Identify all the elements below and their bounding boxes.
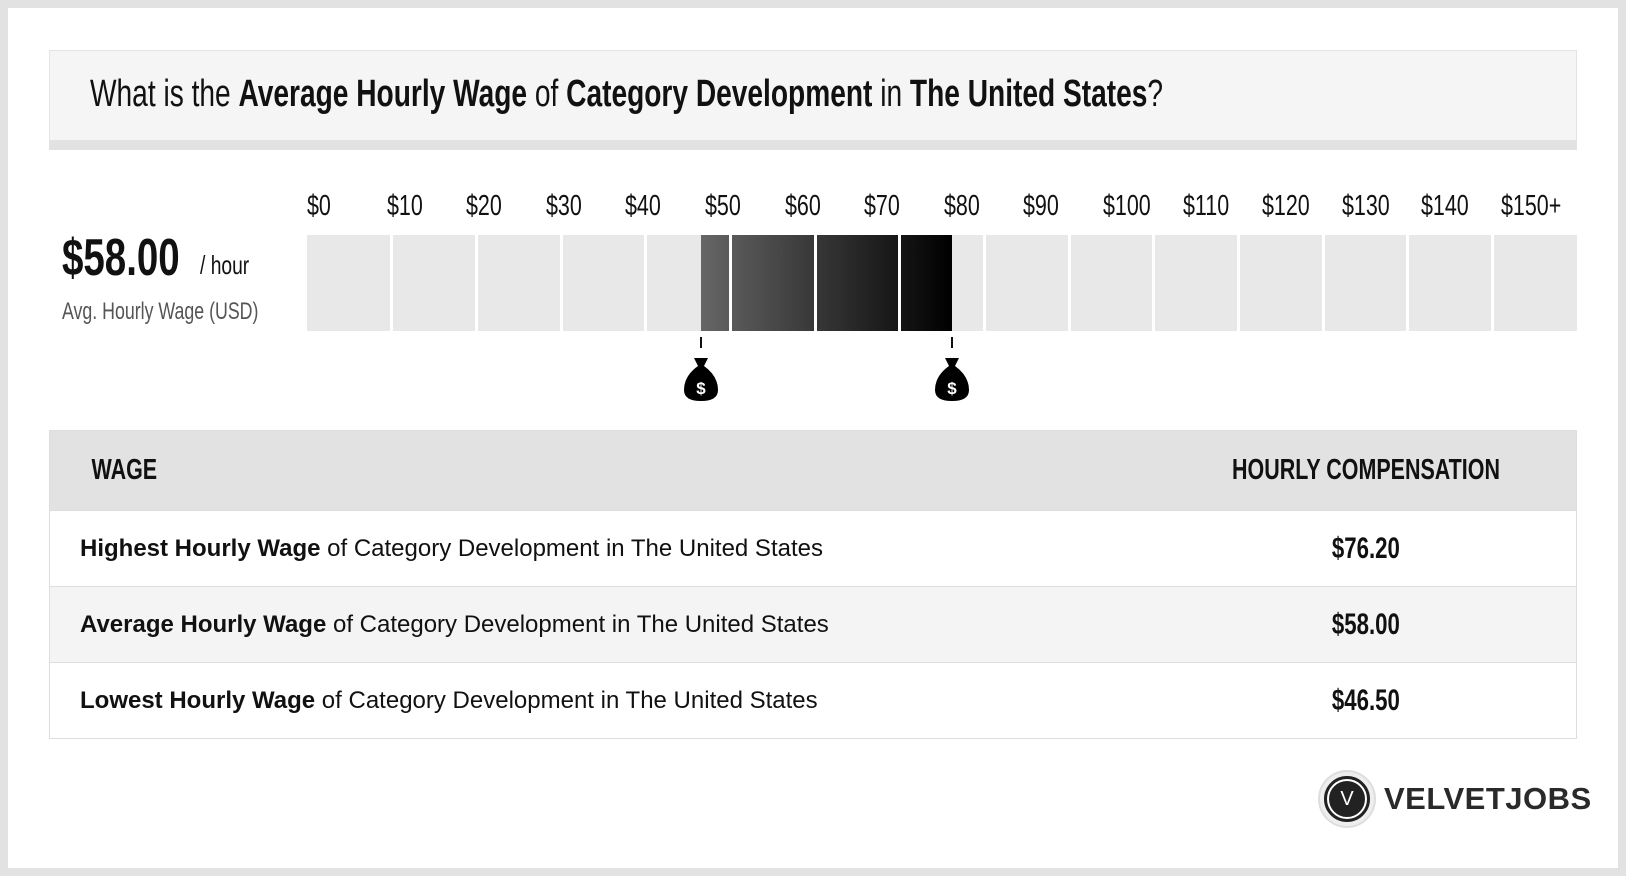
segment-divider [474,235,478,331]
row-label: Highest Hourly Wage of Category Developm… [49,510,1157,587]
tick-label: $120 [1262,190,1310,222]
tick-label: $100 [1103,190,1151,222]
table-row: Lowest Hourly Wage of Category Developme… [49,662,1577,739]
tick-label: $20 [466,190,502,222]
t: Average Hourly Wage [238,73,528,115]
v: $46.50 [1332,683,1401,717]
question-title: What is the Average Hourly Wage of Categ… [90,73,1163,116]
t: Category Development [566,73,873,115]
money-bag-icon: $ [932,337,972,407]
row-value: $76.20 [1156,510,1577,587]
table-row: Highest Hourly Wage of Category Developm… [49,510,1577,587]
r: of Category Development in The United St… [315,686,818,714]
col-comp: HOURLY COMPENSATION [1156,430,1577,511]
v: $76.20 [1332,531,1401,565]
tick-label: $40 [625,190,662,222]
h: WAGE [91,454,158,486]
segment-divider [813,235,817,331]
t: in [872,73,910,115]
v: $58.00 [1332,607,1401,641]
tick-label: $60 [784,190,821,222]
segment-divider [1152,235,1156,331]
velvetjobs-logo: V VELVETJOBS [1320,772,1592,826]
table-header: WAGE HOURLY COMPENSATION [49,430,1577,511]
wage-table: WAGE HOURLY COMPENSATION Highest Hourly W… [49,430,1577,739]
col-wage: WAGE [49,430,1157,511]
money-bag-icon: $ [681,337,721,407]
avg-value-text: $58.00 [62,229,180,287]
tick-label: $110 [1182,190,1229,222]
logo-mark: V [1320,772,1374,826]
question-header: What is the Average Hourly Wage of Categ… [49,50,1577,150]
segment-divider [1406,235,1410,331]
logo-letter: V [1327,779,1367,819]
tick-label: $90 [1023,190,1060,222]
svg-text:$: $ [947,379,957,398]
tick-label: $50 [705,190,741,222]
h: HOURLY COMPENSATION [1232,454,1501,486]
tick-label: $70 [864,190,900,222]
b: Average Hourly Wage [80,610,327,638]
t: of [527,73,567,115]
avg-value: $58.00 [62,228,221,288]
row-label: Lowest Hourly Wage of Category Developme… [49,662,1157,739]
segment-divider [1067,235,1071,331]
table-row: Average Hourly Wage of Category Developm… [49,586,1577,663]
t: What is the [90,73,239,115]
tick-label: $150+ [1501,190,1562,222]
logo-text: VELVETJOBS [1384,781,1592,816]
t: The United States [909,73,1148,115]
tick-label: $80 [943,190,980,222]
segment-divider [644,235,648,331]
avg-label-text: Avg. Hourly Wage (USD) [62,298,259,325]
segment-divider [898,235,902,331]
segment-divider [1490,235,1494,331]
segment-divider [390,235,394,331]
wage-range-bar [307,235,1577,331]
tick-label: $10 [386,190,423,222]
unit-text: / hour [200,250,250,280]
b: Lowest Hourly Wage [80,686,316,714]
b: Highest Hourly Wage [80,534,321,562]
segment-divider [982,235,986,331]
row-label: Average Hourly Wage of Category Developm… [49,586,1157,663]
tick-label: $130 [1341,190,1390,222]
segment-divider [559,235,563,331]
row-value: $46.50 [1156,662,1577,739]
avg-label: Avg. Hourly Wage (USD) [62,298,327,326]
segment-divider [728,235,732,331]
segment-divider [1321,235,1325,331]
r: of Category Development in The United St… [320,534,823,562]
svg-text:$: $ [696,379,706,398]
tick-label: $30 [545,190,582,222]
r: of Category Development in The United St… [326,610,829,638]
row-value: $58.00 [1156,586,1577,663]
unit: / hour [200,250,267,281]
t: ? [1147,73,1164,115]
tick-label: $140 [1421,190,1470,222]
segment-divider [1236,235,1240,331]
tick-label: $0 [307,190,331,222]
wage-range-fill [700,235,953,331]
